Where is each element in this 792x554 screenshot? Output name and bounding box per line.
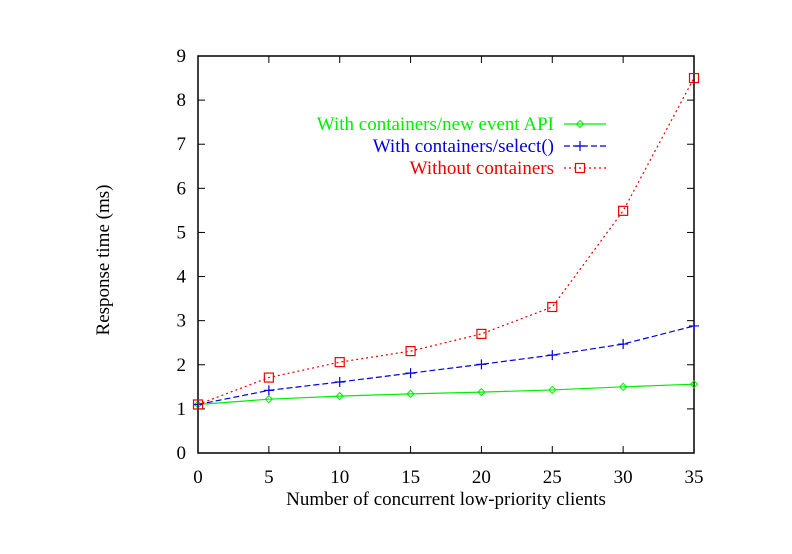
legend-label: Without containers: [410, 158, 554, 179]
data-point-diamond: [335, 391, 344, 401]
data-point-square: [334, 357, 345, 368]
data-point-diamond: [406, 389, 415, 399]
x-tick-label: 30: [614, 467, 633, 488]
y-tick-label: 4: [177, 267, 187, 288]
y-tick-label: 8: [177, 90, 187, 111]
series-2: [193, 320, 699, 410]
y-tick-label: 1: [177, 399, 187, 420]
series-line: [197, 383, 695, 406]
data-point-square: [263, 372, 274, 383]
series-line: [197, 77, 695, 406]
data-point-plus: [334, 376, 345, 387]
data-point-square: [618, 205, 629, 216]
series-1: [193, 379, 699, 409]
data-point-diamond: [689, 379, 699, 389]
x-tick-label: 25: [543, 467, 562, 488]
data-point-plus: [405, 368, 416, 379]
data-point-plus: [547, 350, 558, 361]
data-point-square: [405, 346, 416, 357]
data-point-plus: [689, 320, 699, 331]
data-point-plus: [476, 359, 487, 370]
series-line: [197, 325, 695, 406]
data-point-square: [476, 328, 487, 339]
data-point-diamond: [548, 385, 557, 395]
y-tick-label: 6: [177, 178, 187, 199]
data-point-plus: [193, 399, 203, 410]
legend-label: With containers/select(): [373, 136, 554, 157]
y-tick-label: 0: [177, 443, 187, 464]
data-point-plus: [618, 339, 629, 350]
y-tick-label: 9: [177, 46, 187, 67]
data-point-plus: [575, 141, 585, 151]
data-point-diamond: [618, 382, 628, 392]
x-tick-label: 10: [330, 467, 349, 488]
y-tick-label: 5: [177, 222, 187, 243]
x-tick-label: 15: [401, 467, 420, 488]
x-tick-label: 20: [472, 467, 491, 488]
ticks: 0 5 10 15 20 25 30 35 0 1 2 3 4 5 6 7 8 9: [177, 46, 704, 488]
data-point-square: [547, 301, 558, 313]
y-tick-label: 3: [177, 311, 187, 332]
legend-label: With containers/new event API: [317, 114, 554, 135]
y-tick-label: 7: [177, 134, 187, 155]
data-point-diamond: [477, 387, 486, 397]
data-point-plus: [263, 385, 274, 396]
y-tick-label: 2: [177, 355, 187, 376]
series-group: [192, 72, 700, 410]
data-point-square: [192, 399, 204, 410]
data-point-diamond: [264, 394, 274, 404]
x-tick-label: 0: [193, 467, 203, 488]
x-tick-label: 5: [264, 467, 274, 488]
x-axis-label: Number of concurrent low-priority client…: [286, 489, 606, 510]
data-point-diamond: [575, 119, 585, 129]
data-point-square: [688, 72, 700, 84]
plot-frame: [197, 55, 695, 454]
axes: [197, 55, 695, 454]
x-tick-label: 35: [685, 467, 704, 488]
data-point-square: [574, 162, 586, 174]
y-axis-label: Response time (ms): [93, 185, 114, 336]
series-3: [192, 72, 700, 410]
